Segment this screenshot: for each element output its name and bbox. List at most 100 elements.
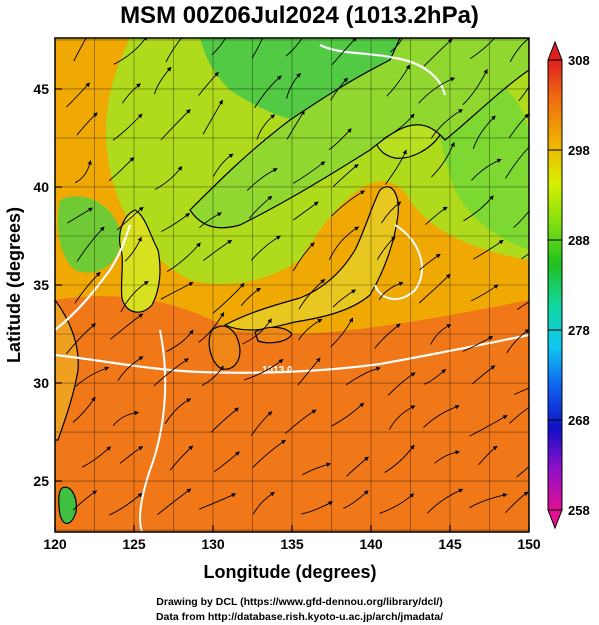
colorbar-tick-label: 278 — [568, 323, 590, 338]
streamline — [471, 158, 502, 181]
y-tick-label: 25 — [33, 473, 49, 489]
streamline — [292, 242, 315, 272]
streamline — [423, 404, 460, 428]
streamline — [521, 253, 529, 260]
streamline — [293, 201, 319, 221]
streamline — [66, 82, 91, 108]
streamline — [117, 356, 144, 382]
credit-data: Data from http://database.rish.kyoto-u.a… — [155, 611, 444, 623]
streamline — [425, 206, 448, 225]
streamline — [472, 115, 496, 150]
colorbar-tick-label: 298 — [568, 143, 590, 158]
streamline — [212, 153, 234, 177]
streamline — [302, 462, 332, 476]
streamline — [160, 108, 191, 141]
streamline — [508, 113, 529, 139]
x-tick-label: 125 — [122, 536, 146, 552]
streamline — [506, 329, 529, 354]
streamline — [240, 288, 262, 307]
streamline — [469, 415, 508, 437]
isobar-1013-west — [55, 224, 132, 331]
streamline — [76, 112, 98, 136]
streamline — [165, 38, 184, 63]
streamline — [198, 311, 225, 343]
x-tick-label: 135 — [280, 536, 304, 552]
streamline — [505, 491, 529, 514]
credit-drawing: Drawing by DCL (https://www.gfd-dennou.o… — [156, 596, 443, 608]
streamline — [202, 239, 233, 262]
streamline — [164, 398, 192, 424]
streamline — [160, 282, 194, 300]
streamline — [378, 281, 404, 300]
streamline — [331, 402, 365, 427]
longitude-axis: 120 125 130 135 140 145 150 — [43, 525, 541, 552]
streamline — [212, 282, 245, 314]
streamline — [66, 207, 94, 224]
latitude-axis: 25 30 35 40 45 — [33, 81, 62, 489]
streamline — [514, 387, 529, 395]
x-tick-label: 140 — [359, 536, 383, 552]
streamline — [374, 323, 401, 349]
streamline — [251, 439, 287, 469]
streamline — [431, 142, 455, 178]
streamline — [73, 38, 89, 62]
x-axis-label: Longitude (degrees) — [203, 562, 376, 582]
streamline — [198, 71, 219, 96]
streamline — [154, 66, 172, 95]
streamline — [469, 38, 496, 59]
streamline — [386, 64, 410, 97]
streamline — [116, 206, 144, 231]
streamline — [254, 75, 282, 109]
x-tick-label: 150 — [517, 536, 541, 552]
streamline — [199, 493, 237, 510]
streamline — [72, 396, 96, 423]
streamline — [505, 143, 529, 179]
streamline — [166, 242, 201, 272]
colorbar-tick-label: 258 — [568, 503, 590, 518]
streamline — [298, 318, 323, 341]
streamline — [518, 86, 529, 102]
streamline — [434, 450, 460, 464]
streamline — [112, 410, 140, 426]
streamline — [75, 366, 110, 387]
streamline — [382, 113, 415, 140]
streamline — [330, 317, 354, 348]
honshu — [223, 186, 399, 331]
isobar-1013-south — [55, 333, 529, 374]
streamline — [330, 77, 349, 101]
isobar-1013-east — [374, 224, 424, 300]
streamline — [243, 359, 284, 381]
streamline — [471, 365, 496, 385]
streamline — [214, 451, 240, 473]
lat-lon-gridlines — [55, 38, 529, 532]
x-tick-label: 130 — [201, 536, 225, 552]
russia-coast — [189, 38, 529, 229]
streamline — [301, 501, 334, 515]
y-tick-label: 30 — [33, 375, 49, 391]
china-coast — [55, 298, 79, 441]
korean-peninsula — [119, 209, 161, 313]
streamline — [112, 113, 143, 141]
streamline — [108, 156, 135, 182]
colorbar-tick-label: 288 — [568, 233, 590, 248]
y-tick-label: 35 — [33, 277, 49, 293]
streamline — [513, 210, 529, 228]
streamline — [384, 444, 415, 473]
streamline — [427, 488, 464, 514]
y-axis-label: Latitude (degrees) — [4, 207, 24, 363]
streamline — [251, 38, 264, 59]
streamline — [242, 318, 272, 345]
y-tick-label: 40 — [33, 179, 49, 195]
streamline — [66, 323, 96, 355]
streamline — [387, 372, 416, 396]
streamline — [246, 168, 278, 191]
streamline — [285, 409, 317, 434]
streamline — [328, 128, 352, 151]
streamline — [469, 492, 508, 509]
isobar-1013-north — [319, 44, 447, 96]
wind-streamlines — [66, 38, 529, 516]
streamline — [169, 445, 194, 471]
chart-title: MSM 00Z06Jul2024 (1013.2hPa) — [120, 2, 479, 29]
colorbar-bottom-triangle — [547, 509, 563, 530]
